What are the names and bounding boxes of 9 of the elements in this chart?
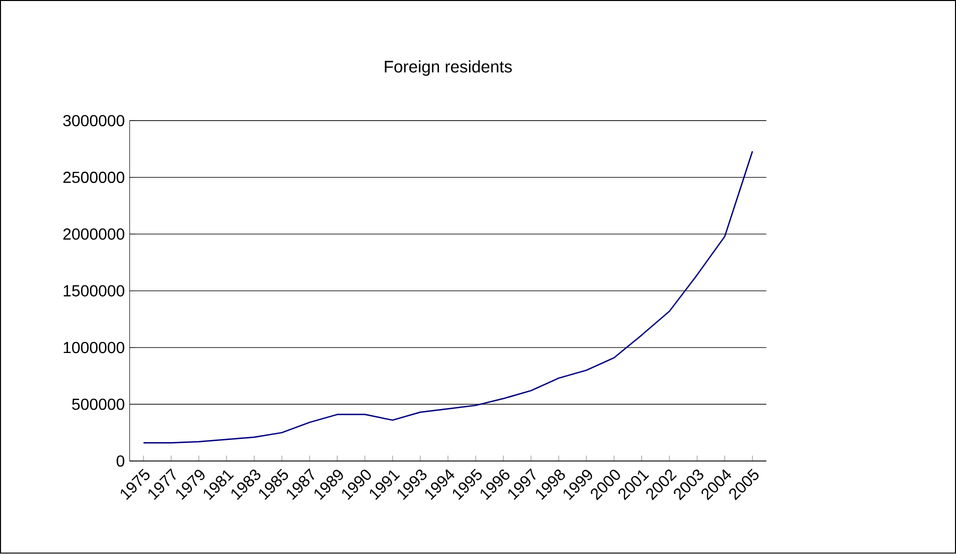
y-tick-label: 3000000 — [63, 115, 124, 126]
line-series — [142, 150, 754, 444]
y-tick-label: 1500000 — [64, 285, 124, 297]
y-tick-label: 2000000 — [63, 228, 124, 240]
y-tick-label: 1000000 — [64, 342, 124, 354]
chart-title: Foreign residents — [384, 60, 512, 76]
y-tick-label: 2500000 — [63, 172, 124, 184]
y-tick-label: 500000 — [72, 398, 124, 410]
y-tick-label: 0 — [116, 456, 124, 467]
